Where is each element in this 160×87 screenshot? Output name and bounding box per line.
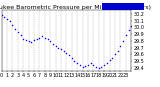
Point <box>111 57 114 58</box>
Point <box>57 47 60 48</box>
Point <box>124 35 127 36</box>
Point <box>19 35 22 36</box>
Point <box>130 25 132 27</box>
Point <box>100 66 103 67</box>
Point <box>46 38 49 40</box>
Point <box>16 31 19 33</box>
Point <box>65 52 68 54</box>
Point <box>103 64 105 65</box>
Title: Milwaukee Barometric Pressure per Minute (24 Hours): Milwaukee Barometric Pressure per Minute… <box>0 5 151 10</box>
Point <box>25 39 27 40</box>
Point <box>22 38 24 40</box>
Point <box>98 67 100 69</box>
Point <box>6 18 8 19</box>
Point <box>84 65 87 67</box>
Point <box>122 40 124 42</box>
Point <box>49 40 52 42</box>
Point <box>3 16 6 17</box>
Point <box>89 63 92 64</box>
Point <box>11 24 14 25</box>
Point <box>27 40 30 42</box>
Point <box>108 59 111 61</box>
Point <box>60 48 62 50</box>
Point <box>33 39 35 40</box>
Point <box>8 21 11 22</box>
Point <box>30 41 33 42</box>
Point <box>41 35 43 37</box>
Point <box>106 62 108 63</box>
Point <box>38 37 41 38</box>
Point <box>127 29 130 31</box>
Point <box>87 64 89 65</box>
Point <box>92 65 95 66</box>
Point <box>71 57 73 58</box>
Point <box>68 54 70 56</box>
Point <box>62 50 65 52</box>
Point <box>76 63 78 64</box>
Point <box>81 66 84 67</box>
Point <box>54 46 57 47</box>
Point <box>0 14 3 16</box>
Point <box>95 66 97 67</box>
Point <box>116 50 119 52</box>
Point <box>79 65 81 66</box>
Point <box>119 46 122 47</box>
Point <box>44 37 46 38</box>
Point <box>52 43 54 44</box>
Point <box>35 38 38 40</box>
Point <box>14 28 16 29</box>
Point <box>114 54 116 55</box>
Point <box>73 60 76 61</box>
